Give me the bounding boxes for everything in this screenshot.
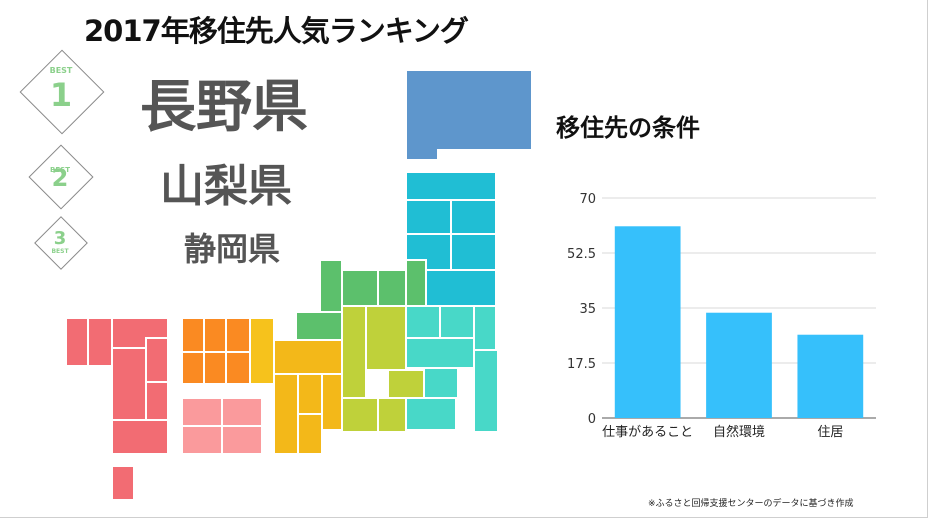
y-tick-label: 17.5	[567, 357, 596, 372]
rank-3-number: 3	[53, 228, 67, 249]
map-shikoku-4	[221, 425, 263, 455]
page-title: 2017年移住先人気ランキング	[84, 14, 469, 48]
y-tick-label: 0	[588, 412, 596, 427]
map-chubu-5	[377, 397, 407, 433]
rank-1-number: 1	[49, 76, 73, 114]
y-tick-label: 52.5	[567, 247, 596, 262]
rank-3-prefecture: 静岡県	[184, 230, 281, 268]
source-note: ※ふるさと回帰支援センターのデータに基づき作成	[648, 499, 854, 509]
rank-1-prefecture: 長野県	[140, 75, 308, 140]
map-kinki-3	[225, 317, 251, 353]
chart-title: 移住先の条件	[556, 114, 700, 142]
map-tokai-5	[321, 373, 343, 431]
x-category-label: 仕事があること	[602, 425, 693, 440]
map-tohoku-5	[450, 233, 497, 271]
rank-3-best-label: BEST	[51, 248, 69, 255]
map-okinawa	[111, 465, 135, 501]
bar	[614, 226, 681, 418]
map-kinki-6	[225, 351, 251, 385]
map-kanto-4	[405, 337, 475, 369]
y-tick-label: 35	[579, 302, 596, 317]
map-tokai-6	[297, 413, 323, 455]
map-tokai-2	[273, 339, 343, 375]
map-kanto-5	[423, 367, 459, 399]
rank-2-prefecture: 山梨県	[160, 161, 292, 212]
map-chubu-n-4	[405, 259, 427, 307]
map-kanto-2	[439, 305, 475, 339]
bar	[797, 334, 864, 418]
map-hokkaido	[405, 69, 533, 161]
map-kanto-7	[473, 349, 499, 433]
x-category-label: 自然環境	[713, 424, 765, 440]
map-kyushu-5	[111, 419, 169, 455]
map-chubu-2	[365, 305, 407, 371]
map-chubu-n-5	[295, 311, 343, 341]
bottom-divider	[0, 517, 928, 518]
map-tohoku-2	[405, 199, 452, 235]
y-tick-label: 70	[579, 192, 596, 207]
rank-2-best-label: BEST	[50, 166, 70, 174]
map-shikoku-2	[221, 397, 263, 427]
bar	[706, 312, 772, 418]
x-category-label: 住居	[817, 425, 843, 440]
map-kyushu-2	[111, 347, 147, 421]
rank-1-best-label: BEST	[49, 66, 73, 75]
rank-2-number: 2	[51, 164, 69, 192]
